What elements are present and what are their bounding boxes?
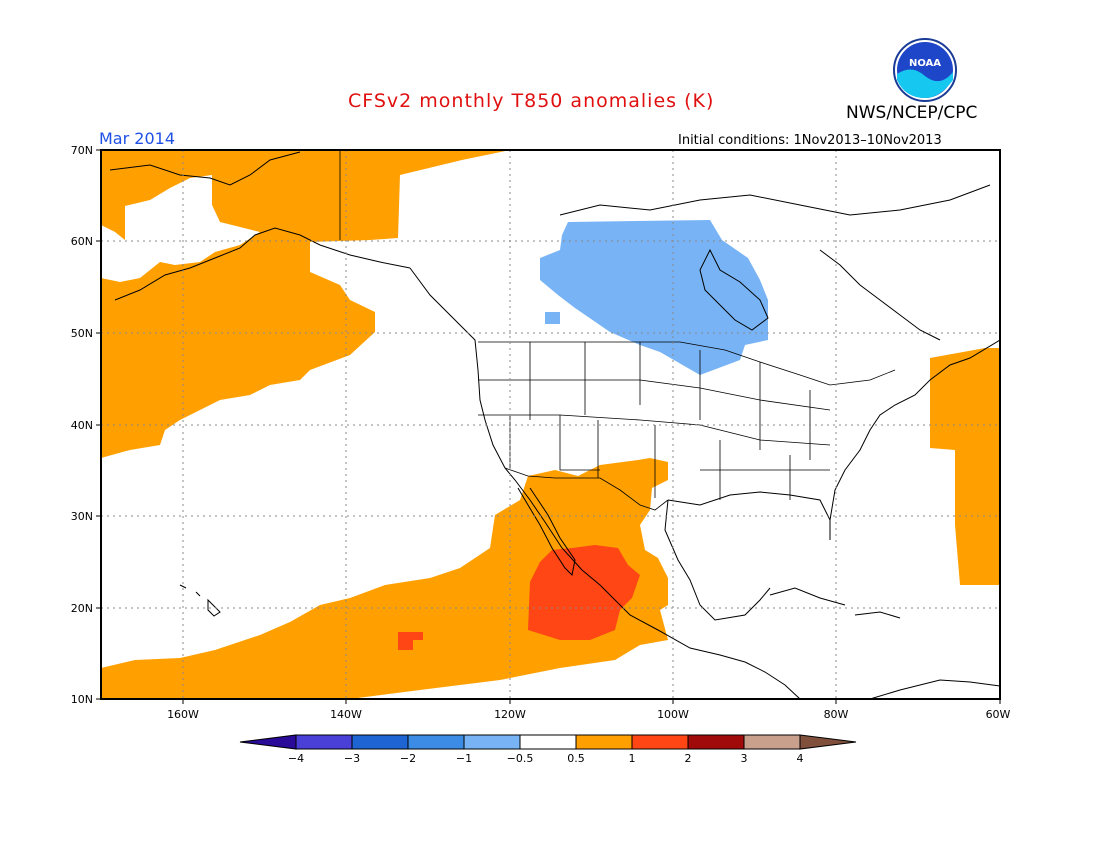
colorbar-swatch — [239, 734, 297, 750]
graticule — [101, 150, 1000, 699]
colorbar-label: −2 — [400, 752, 416, 765]
colorbar-swatch — [575, 734, 633, 750]
strong-warm-anomaly-fill — [398, 545, 640, 650]
colorbar-swatch — [519, 734, 577, 750]
noaa-logo-text: NOAA — [909, 58, 941, 69]
initial-conditions-label: Initial conditions: 1Nov2013–10Nov2013 — [678, 133, 942, 148]
colorbar-swatch — [631, 734, 689, 750]
colorbar-label: 2 — [685, 752, 692, 765]
coastlines — [109, 151, 1000, 699]
colorbar-label: −0.5 — [507, 752, 534, 765]
warm-anomaly-fill — [101, 150, 1000, 699]
colorbar-label: −1 — [456, 752, 472, 765]
colorbar-label: 1 — [629, 752, 636, 765]
lon-label: 80W — [824, 708, 849, 721]
valid-month-label: Mar 2014 — [99, 129, 175, 148]
political-borders — [339, 150, 896, 511]
colorbar-label: −4 — [288, 752, 304, 765]
lat-label: 50N — [71, 327, 93, 340]
colorbar-label: 3 — [741, 752, 748, 765]
colorbar-swatch — [687, 734, 745, 750]
lon-label: 160W — [167, 708, 199, 721]
colorbar-swatch — [295, 734, 353, 750]
colorbar-swatch — [351, 734, 409, 750]
lon-label: 120W — [494, 708, 526, 721]
cool-anomaly-fill — [540, 220, 768, 375]
lon-label: 100W — [657, 708, 689, 721]
lat-label: 20N — [71, 602, 93, 615]
noaa-logo-icon: NOAA — [893, 38, 957, 102]
colorbar-label: 4 — [797, 752, 804, 765]
lat-label: 60N — [71, 235, 93, 248]
colorbar-swatch — [407, 734, 465, 750]
colorbar-label: −3 — [344, 752, 360, 765]
lon-label: 140W — [330, 708, 362, 721]
organization-label: NWS/NCEP/CPC — [846, 103, 978, 123]
colorbar-label: 0.5 — [567, 752, 585, 765]
lat-label: 30N — [71, 510, 93, 523]
colorbar-swatch — [463, 734, 521, 750]
colorbar-swatch — [799, 734, 857, 750]
lon-label: 60W — [986, 708, 1011, 721]
lat-label: 10N — [71, 693, 93, 706]
lat-label: 70N — [71, 144, 93, 157]
lat-label: 40N — [71, 419, 93, 432]
map-title: CFSv2 monthly T850 anomalies (K) — [348, 90, 715, 112]
axis-ticks — [96, 149, 1001, 704]
colorbar: −4 −3 −2 −1 −0.5 0.5 1 2 3 4 — [239, 734, 857, 765]
colorbar-swatch — [743, 734, 801, 750]
